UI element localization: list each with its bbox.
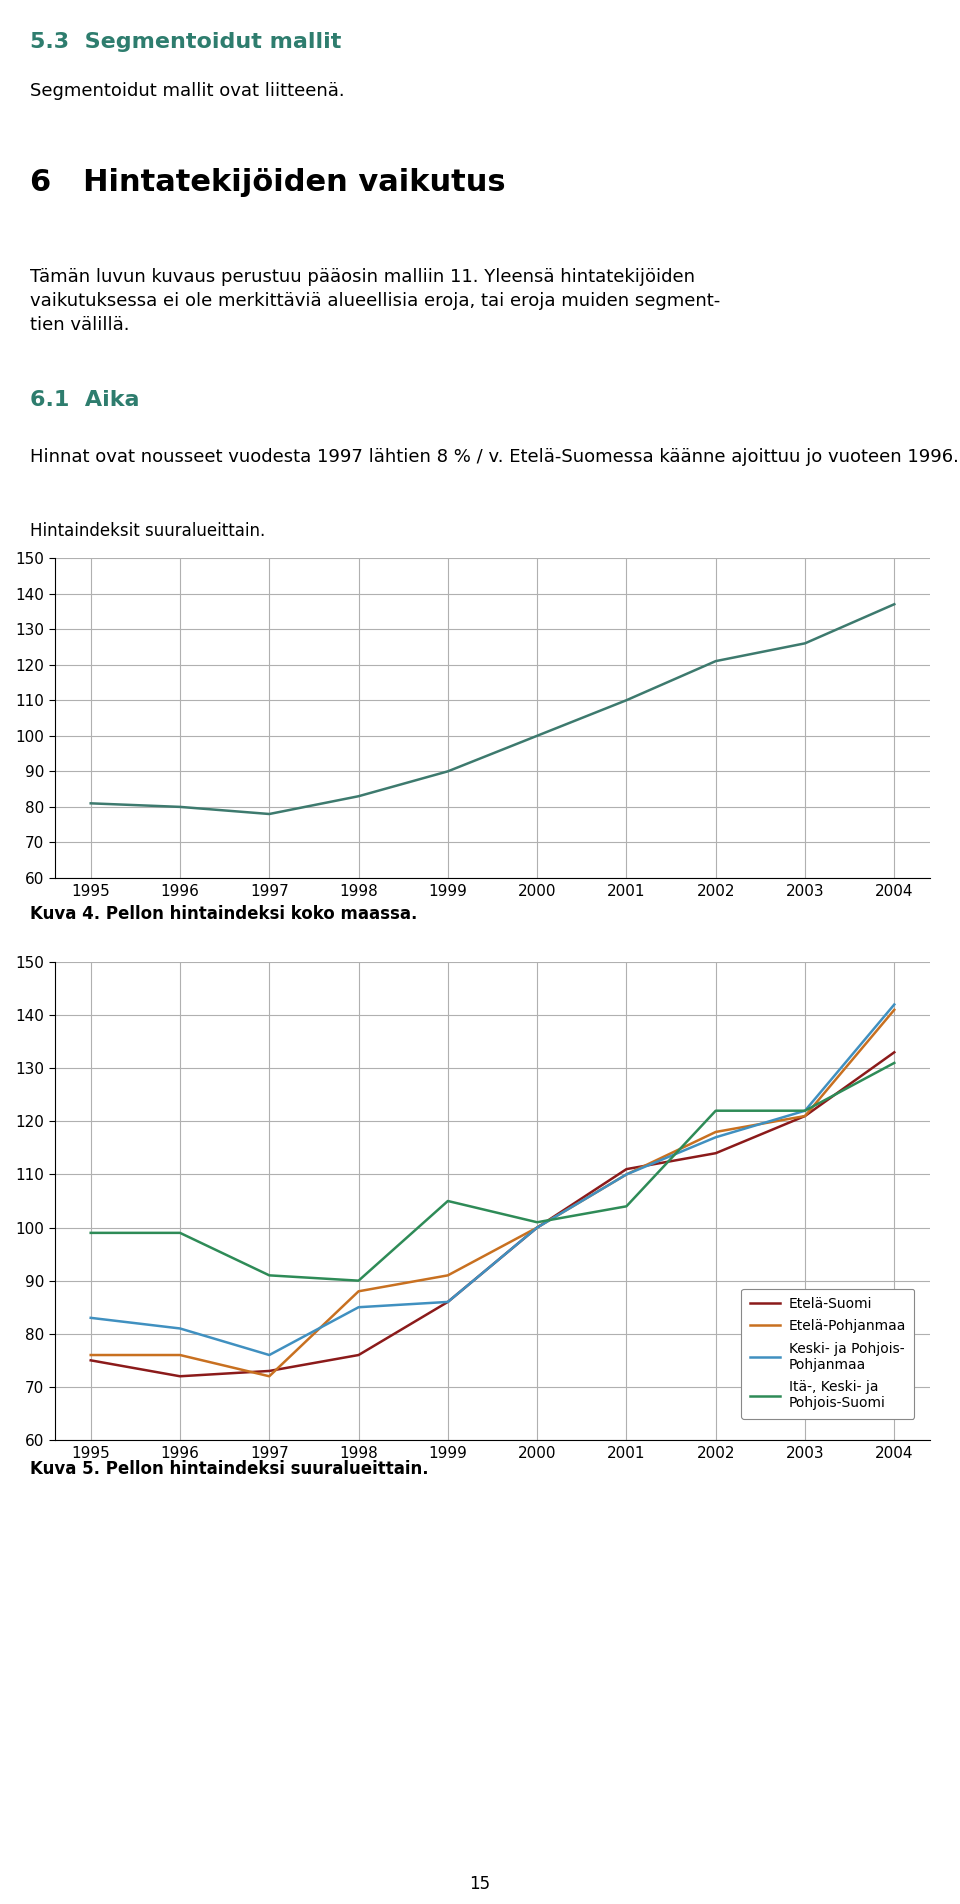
- Text: vaikutuksessa ei ole merkittäviä alueellisia eroja, tai eroja muiden segment-: vaikutuksessa ei ole merkittäviä alueell…: [30, 291, 720, 310]
- Text: Kuva 4. Pellon hintaindeksi koko maassa.: Kuva 4. Pellon hintaindeksi koko maassa.: [30, 904, 418, 923]
- Text: 5.3  Segmentoidut mallit: 5.3 Segmentoidut mallit: [30, 32, 342, 51]
- Text: 6.1  Aika: 6.1 Aika: [30, 390, 139, 409]
- Text: Tämän luvun kuvaus perustuu pääosin malliin 11. Yleensä hintatekijöiden: Tämän luvun kuvaus perustuu pääosin mall…: [30, 268, 695, 286]
- Text: Segmentoidut mallit ovat liitteenä.: Segmentoidut mallit ovat liitteenä.: [30, 82, 345, 101]
- Text: Hinnat ovat nousseet vuodesta 1997 lähtien 8 % / v. Etelä-Suomessa käänne ajoitt: Hinnat ovat nousseet vuodesta 1997 lähti…: [30, 447, 959, 466]
- Text: 15: 15: [469, 1875, 491, 1893]
- Legend: Etelä-Suomi, Etelä-Pohjanmaa, Keski- ja Pohjois-
Pohjanmaa, Itä-, Keski- ja
Pohj: Etelä-Suomi, Etelä-Pohjanmaa, Keski- ja …: [741, 1289, 914, 1418]
- Text: Hintaindeksit suuralueittain.: Hintaindeksit suuralueittain.: [30, 522, 265, 541]
- Text: Kuva 5. Pellon hintaindeksi suuralueittain.: Kuva 5. Pellon hintaindeksi suuralueitta…: [30, 1460, 428, 1478]
- Text: 6   Hintatekijöiden vaikutus: 6 Hintatekijöiden vaikutus: [30, 168, 506, 196]
- Text: tien välillä.: tien välillä.: [30, 316, 130, 333]
